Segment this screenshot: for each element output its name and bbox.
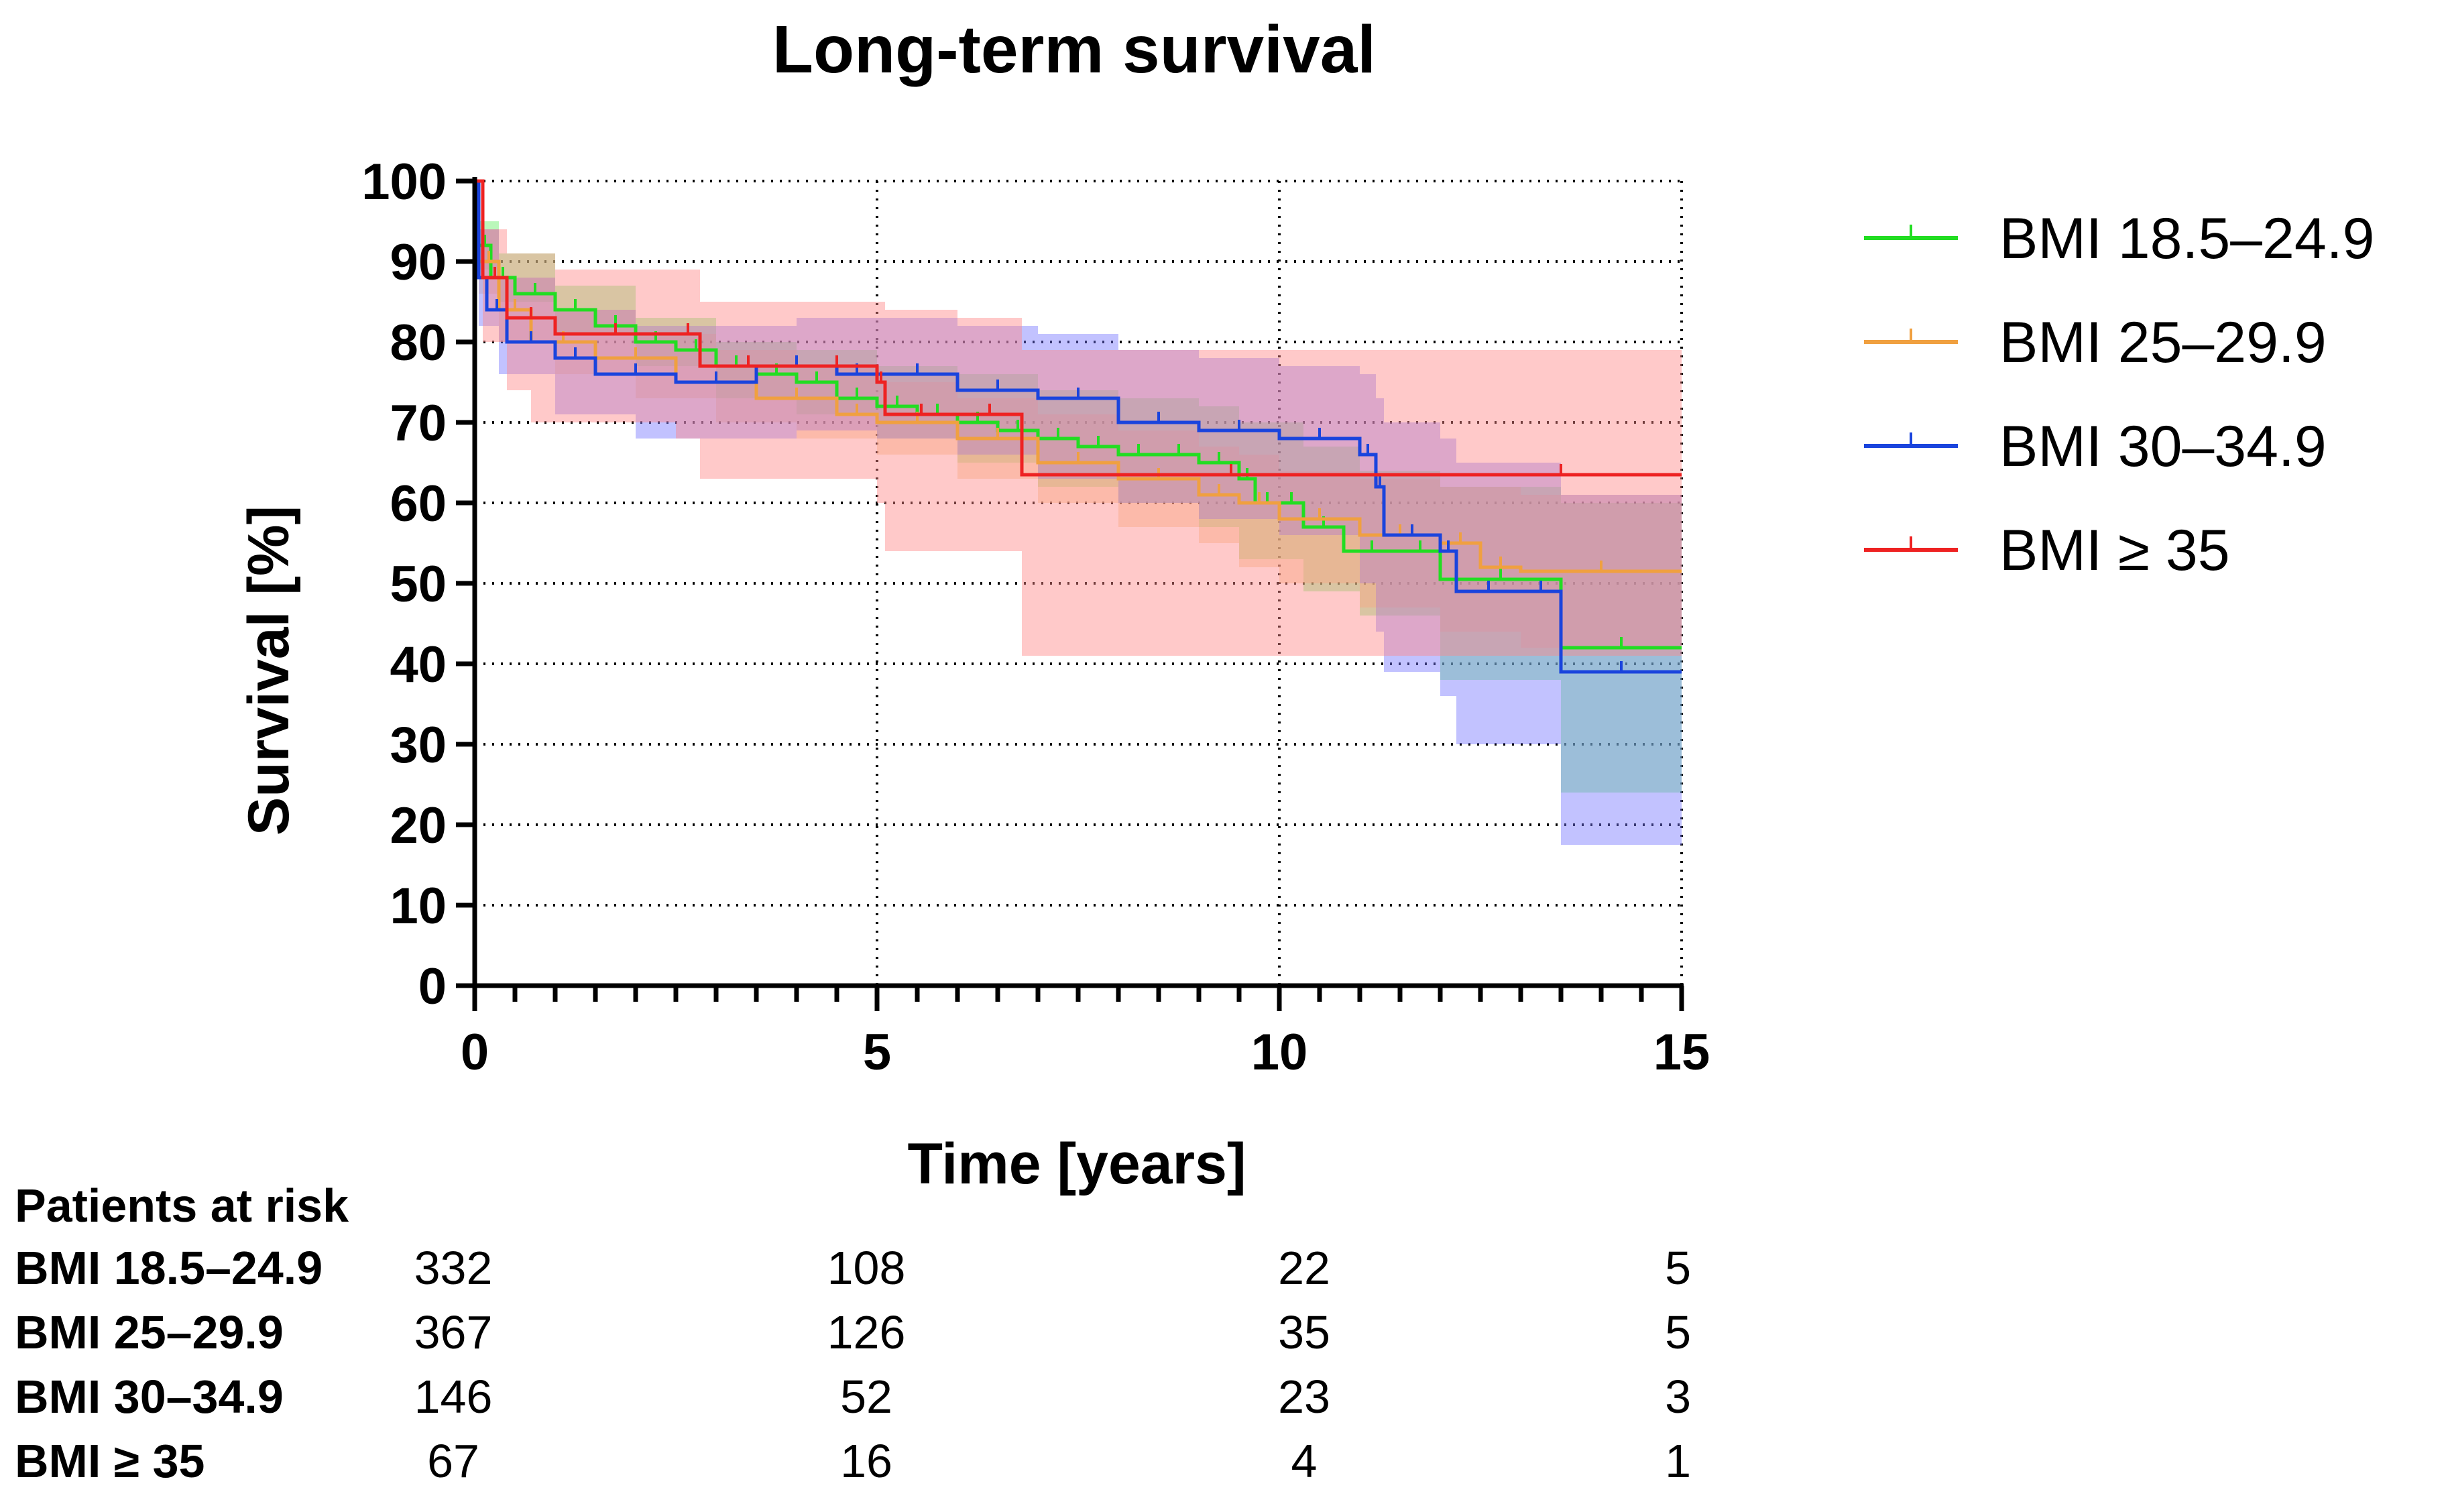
risk-value: 52 [840, 1371, 892, 1423]
legend-label: BMI ≥ 35 [1999, 518, 2230, 583]
band-series-1 [475, 181, 1682, 648]
risk-row-label: BMI 30–34.9 [15, 1371, 284, 1423]
x-tick-label: 0 [461, 1024, 489, 1081]
risk-value: 35 [1278, 1306, 1330, 1358]
band-series-3 [475, 181, 1682, 656]
risk-value: 1 [1665, 1435, 1691, 1487]
grid [475, 180, 1683, 986]
risk-value: 108 [827, 1242, 906, 1294]
risk-value: 367 [414, 1306, 493, 1358]
risk-value: 16 [840, 1435, 892, 1487]
risk-row-label: BMI ≥ 35 [15, 1435, 205, 1487]
confidence-bands [475, 181, 1682, 845]
y-tick-label: 100 [361, 154, 447, 211]
risk-value: 67 [427, 1435, 479, 1487]
risk-value: 146 [414, 1371, 493, 1423]
y-tick-label: 20 [390, 797, 447, 854]
risk-value: 126 [827, 1306, 906, 1358]
risk-row-label: BMI 25–29.9 [15, 1306, 284, 1358]
band-series-2 [475, 181, 1682, 845]
risk-value: 4 [1291, 1435, 1318, 1487]
chart-title: Long-term survival [772, 12, 1376, 87]
legend: BMI 18.5–24.9 BMI 25–29.9 BMI 30–34.9 BMI ≥… [1864, 207, 2374, 583]
curve-series-2 [475, 179, 1682, 674]
risk-value: 22 [1278, 1242, 1330, 1294]
risk-table-header: Patients at risk [15, 1179, 349, 1232]
x-tick-label: 15 [1653, 1024, 1710, 1081]
y-tick-label: 30 [390, 717, 447, 774]
survival-curves [475, 179, 1682, 674]
y-tick-label: 10 [390, 878, 447, 935]
y-ticks: 0 10 20 30 40 50 60 70 80 90 100 [361, 154, 475, 1015]
risk-row-label: BMI 18.5–24.9 [15, 1242, 323, 1294]
risk-value: 5 [1665, 1306, 1691, 1358]
y-tick-label: 70 [390, 395, 447, 452]
legend-label: BMI 30–34.9 [1999, 414, 2327, 479]
y-tick-label: 80 [390, 314, 447, 371]
y-tick-label: 0 [418, 958, 447, 1015]
x-ticks: 0 5 10 15 [461, 986, 1710, 1081]
y-tick-label: 90 [390, 234, 447, 291]
legend-label: BMI 18.5–24.9 [1999, 207, 2374, 271]
band-series-0 [475, 181, 1682, 793]
y-tick-label: 60 [390, 475, 447, 532]
risk-value: 5 [1665, 1242, 1691, 1294]
x-axis-label: Time [years] [907, 1132, 1246, 1196]
x-tick-label: 5 [863, 1024, 891, 1081]
risk-table: Patients at risk BMI 18.5–24.9 332 108 22 5 B… [15, 1179, 1691, 1487]
y-tick-label: 50 [390, 556, 447, 613]
legend-label: BMI 25–29.9 [1999, 310, 2327, 375]
x-tick-label: 10 [1251, 1024, 1308, 1081]
risk-value: 23 [1278, 1371, 1330, 1423]
risk-value: 332 [414, 1242, 493, 1294]
y-axis-label: Survival [%] [237, 506, 301, 835]
risk-value: 3 [1665, 1371, 1691, 1423]
y-tick-label: 40 [390, 636, 447, 693]
